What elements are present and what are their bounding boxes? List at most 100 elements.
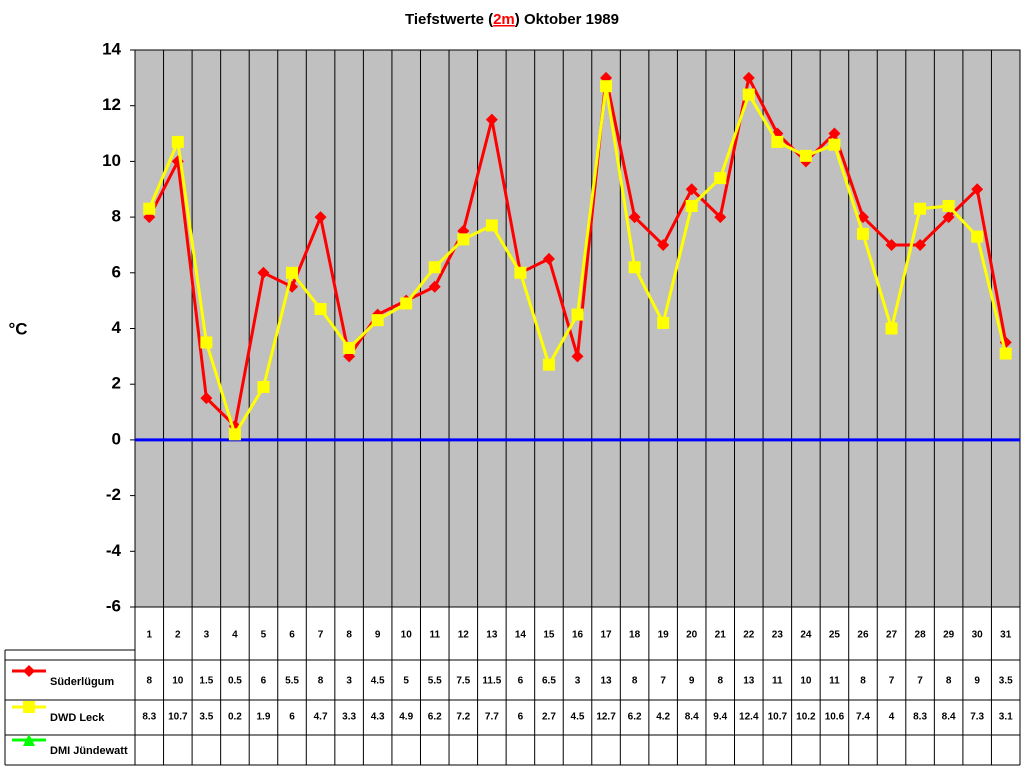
x-tick-label: 24 <box>800 630 812 641</box>
data-point <box>742 71 755 84</box>
table-cell: 2.7 <box>542 712 556 723</box>
data-point <box>428 280 441 293</box>
x-tick-label: 23 <box>772 630 784 641</box>
data-point <box>714 211 727 224</box>
table-cell: 12.7 <box>596 712 616 723</box>
table-cell: 6 <box>261 676 267 687</box>
table-cell: 5.5 <box>285 676 299 687</box>
data-point <box>628 261 641 274</box>
table-cell: 6.5 <box>542 676 556 687</box>
x-tick-label: 10 <box>401 630 413 641</box>
x-tick-label: 1 <box>146 630 152 641</box>
table-cell: 4.5 <box>571 712 585 723</box>
table-cell: 6.2 <box>628 712 642 723</box>
table-cell: 0.2 <box>228 712 242 723</box>
table-cell: 11 <box>829 676 840 687</box>
y-tick-label: 14 <box>102 39 121 58</box>
data-point <box>257 380 270 393</box>
table-cell: 12.4 <box>739 712 759 723</box>
table-cell: 7 <box>889 676 895 687</box>
table-cell: 7.5 <box>456 676 470 687</box>
data-point <box>143 202 156 215</box>
data-point <box>400 297 413 310</box>
data-point <box>828 127 841 140</box>
title-part: 2m <box>493 11 515 28</box>
data-point <box>714 172 727 185</box>
table-cell: 5.5 <box>428 676 442 687</box>
table-cell: 3.1 <box>999 712 1013 723</box>
table-cell: 4.2 <box>656 712 670 723</box>
y-tick-label: 6 <box>112 262 121 281</box>
chart-title: Tiefstwerte (2m) Oktober 1989 <box>405 11 619 28</box>
table-cell: 1.9 <box>257 712 271 723</box>
data-point <box>657 238 670 251</box>
data-point <box>542 252 555 265</box>
y-tick-label: 0 <box>112 429 121 448</box>
title-part: ) Oktober 1989 <box>515 11 619 28</box>
table-cell: 11.5 <box>482 676 501 687</box>
title-part: Tiefstwerte ( <box>405 11 493 28</box>
legend-label: DWD Leck <box>50 712 105 724</box>
y-tick-label: -6 <box>106 596 121 615</box>
data-point <box>942 199 955 212</box>
x-tick-label: 22 <box>743 630 755 641</box>
table-cell: 10.7 <box>168 712 188 723</box>
table-cell: 8 <box>318 676 324 687</box>
data-point <box>828 138 841 151</box>
table-cell: 4.9 <box>399 712 413 723</box>
data-point <box>371 314 384 327</box>
data-point <box>942 211 955 224</box>
x-tick-label: 5 <box>261 630 267 641</box>
legend-label: DMI Jündewatt <box>50 745 128 757</box>
x-tick-label: 13 <box>486 630 498 641</box>
data-point <box>885 322 898 335</box>
table-cell: 8.4 <box>685 712 699 723</box>
table-cell: 4.7 <box>314 712 328 723</box>
legend-marker <box>23 701 35 713</box>
x-tick-label: 16 <box>572 630 584 641</box>
data-point <box>971 183 984 196</box>
legend-marker <box>23 665 35 677</box>
data-point <box>200 336 213 349</box>
table-cell: 3 <box>575 676 581 687</box>
x-tick-label: 31 <box>1000 630 1012 641</box>
table-cell: 10.2 <box>796 712 816 723</box>
table-cell: 7.4 <box>856 712 870 723</box>
data-point <box>343 341 356 354</box>
data-point <box>286 266 299 279</box>
data-point <box>799 149 812 162</box>
x-tick-label: 28 <box>915 630 927 641</box>
table-cell: 7.2 <box>456 712 470 723</box>
x-tick-label: 27 <box>886 630 898 641</box>
table-cell: 6 <box>518 712 524 723</box>
table-cell: 8 <box>717 676 723 687</box>
x-tick-label: 25 <box>829 630 841 641</box>
data-point <box>657 316 670 329</box>
data-point <box>257 266 270 279</box>
data-point <box>685 183 698 196</box>
table-cell: 7.3 <box>970 712 984 723</box>
table-cell: 3 <box>346 676 352 687</box>
table-cell: 7 <box>660 676 666 687</box>
x-tick-label: 14 <box>515 630 527 641</box>
x-tick-label: 3 <box>204 630 210 641</box>
data-point <box>999 347 1012 360</box>
table-cell: 4 <box>889 712 895 723</box>
table-cell: 8.3 <box>913 712 927 723</box>
x-tick-label: 26 <box>857 630 869 641</box>
table-cell: 8 <box>632 676 638 687</box>
table-cell: 7.7 <box>485 712 499 723</box>
y-tick-label: 4 <box>112 318 122 337</box>
data-point <box>542 358 555 371</box>
data-point <box>571 350 584 363</box>
data-point <box>485 113 498 126</box>
x-tick-label: 8 <box>346 630 352 641</box>
table-cell: 6.2 <box>428 712 442 723</box>
y-tick-label: -2 <box>106 485 121 504</box>
data-point <box>628 211 641 224</box>
data-point <box>314 211 327 224</box>
table-cell: 8 <box>146 676 152 687</box>
table-cell: 10 <box>172 676 184 687</box>
x-tick-label: 30 <box>972 630 984 641</box>
